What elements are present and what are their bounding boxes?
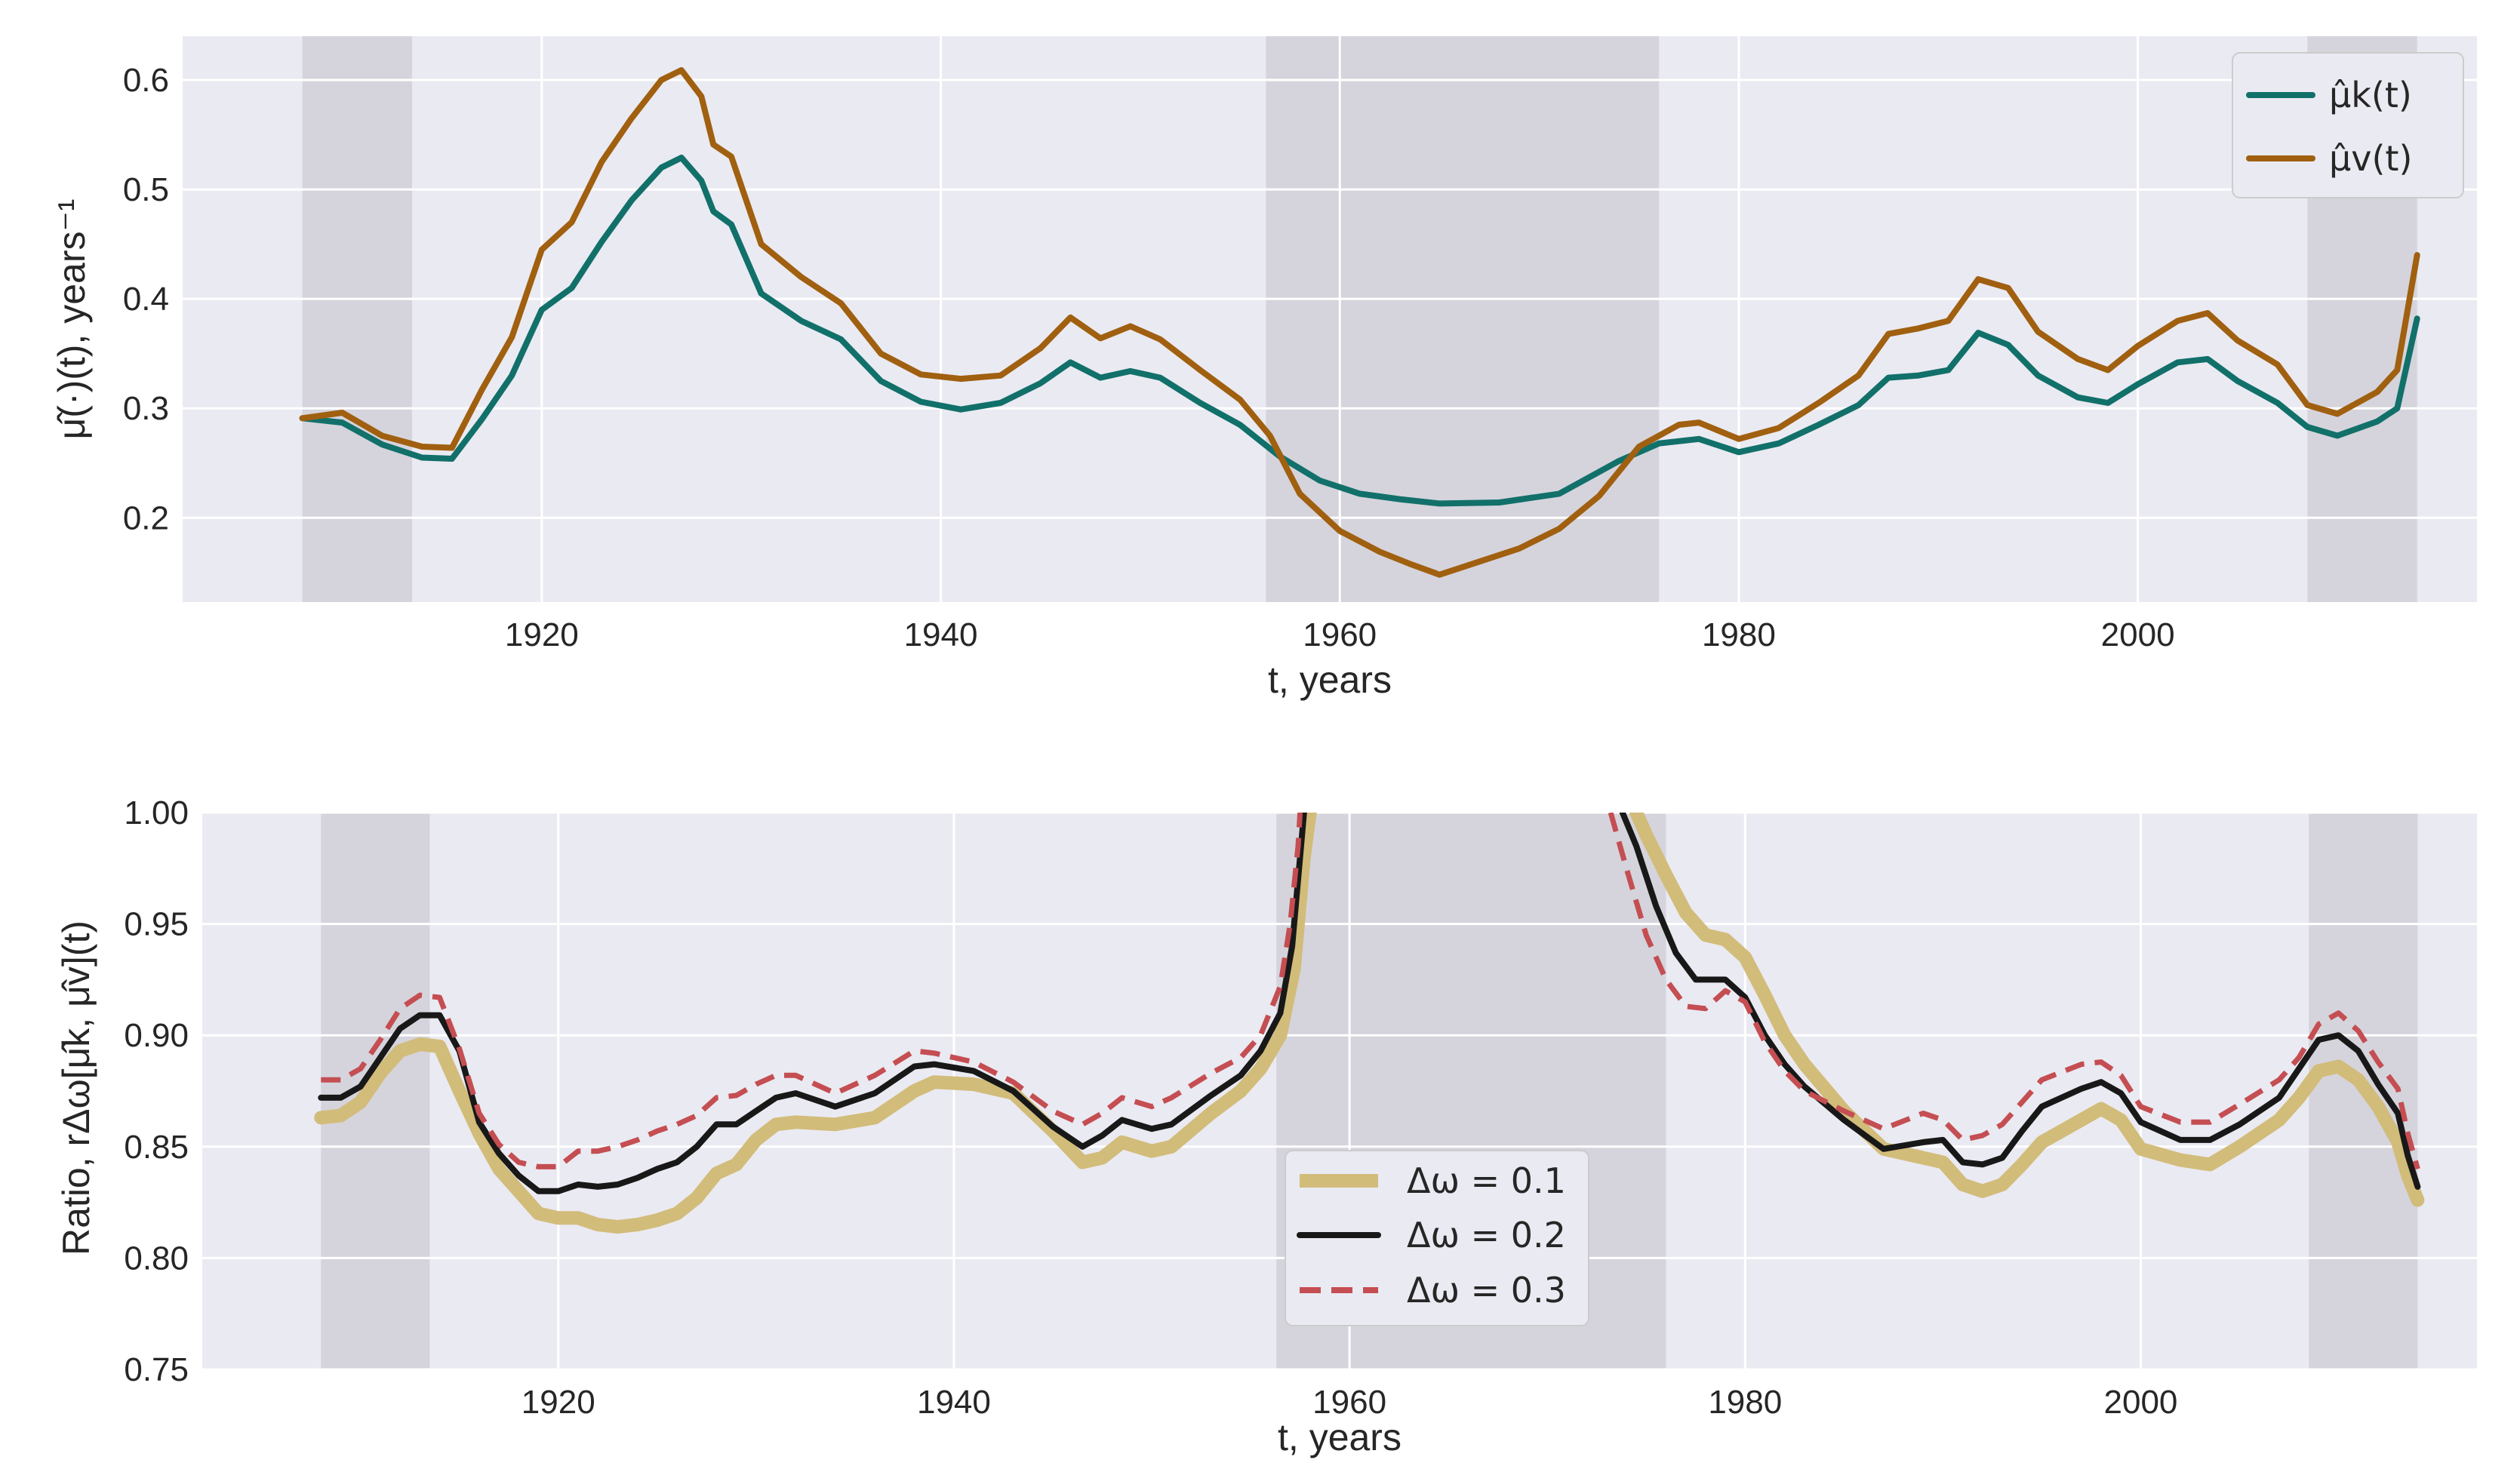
y-axis-label: μ̂(·)(t), years⁻¹ [51, 198, 93, 439]
y-tick-label: 0.90 [124, 1017, 189, 1054]
series-line [314, 813, 1317, 1234]
y-tick-label: 0.3 [123, 390, 169, 427]
y-tick-label: 1.00 [124, 794, 189, 831]
x-axis-label: t, years [1278, 1416, 1402, 1458]
x-tick-label: 1920 [505, 616, 579, 653]
legend: Δω = 0.1 Δω = 0.2 Δω = 0.3 [1285, 1150, 1589, 1326]
legend-label-dw-0.1: Δω = 0.1 [1407, 1160, 1566, 1201]
x-tick-label: 1960 [1312, 1384, 1386, 1421]
y-tick-label: 0.5 [123, 171, 169, 208]
x-tick-label: 1980 [1702, 616, 1776, 653]
x-tick-label: 1960 [1303, 616, 1377, 653]
y-tick-label: 0.95 [124, 906, 189, 943]
series-line [1629, 813, 2425, 1207]
y-tick-label: 0.6 [123, 62, 169, 99]
series-line [299, 155, 2420, 507]
y-tick-label: 0.4 [123, 281, 169, 318]
legend-box [1285, 1150, 1589, 1326]
series-line [299, 67, 2420, 578]
legend-label-dw-0.3: Δω = 0.3 [1407, 1270, 1566, 1311]
y-tick-label: 0.80 [124, 1240, 189, 1277]
series-line [1619, 813, 2421, 1190]
y-tick-label: 0.75 [124, 1351, 189, 1388]
series-line [321, 813, 1303, 1169]
x-tick-label: 2000 [2101, 616, 2175, 653]
x-tick-label: 2000 [2104, 1384, 2178, 1421]
x-tick-label: 1920 [522, 1384, 595, 1421]
y-axis-label: Ratio, rΔω[μ̂k, μ̂v](t) [55, 920, 97, 1255]
x-axis-label: t, years [1268, 659, 1392, 701]
y-tick-label: 0.85 [124, 1129, 189, 1166]
legend-label-mu-k: μ̂k(t) [2329, 75, 2412, 115]
series-line [1608, 813, 2420, 1170]
legend-label-mu-v: μ̂v(t) [2329, 138, 2412, 179]
legend: μ̂k(t) μ̂v(t) [2232, 52, 2464, 198]
top-chart-panel: 1920 1940 1960 1980 2000 0.2 0.3 0.4 0.5 0.6 t, … [51, 36, 2477, 701]
x-tick-label: 1940 [904, 616, 978, 653]
shaded-period [302, 36, 412, 602]
shaded-period [1266, 36, 1660, 602]
bottom-chart-panel: 1920 1940 1960 1980 2000 0.75 0.80 0.85 0.90 0.9… [55, 794, 2477, 1458]
x-tick-label: 1940 [917, 1384, 991, 1421]
x-tick-label: 1980 [1708, 1384, 1782, 1421]
y-tick-label: 0.2 [123, 499, 169, 536]
legend-label-dw-0.2: Δω = 0.2 [1407, 1215, 1566, 1255]
